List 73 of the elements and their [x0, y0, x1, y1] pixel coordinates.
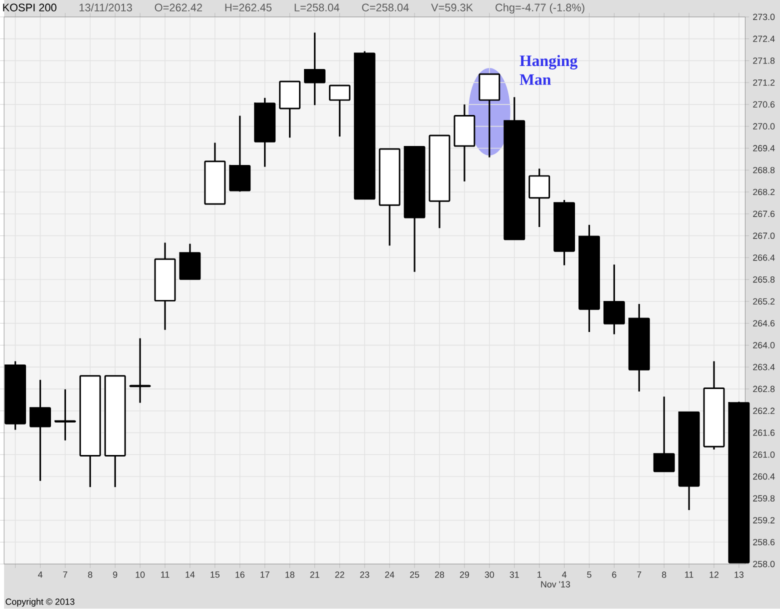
x-tick-label: 1 [538, 572, 542, 578]
y-tick-label: 271.8 [753, 58, 775, 64]
x-tick-label: 23 [360, 572, 370, 578]
y-tick-label: 262.2 [753, 408, 775, 414]
x-tick-label: 17 [260, 572, 270, 578]
y-tick-label: 271.2 [753, 80, 775, 86]
candlestick [328, 84, 350, 138]
y-tick-label: 266.4 [753, 254, 775, 261]
y-tick-label: 267.0 [753, 232, 775, 240]
y-tick-label: 267.6 [753, 210, 775, 218]
text: H=262.45 [225, 4, 272, 12]
x-tick-label: 8 [662, 572, 666, 578]
candlestick [129, 338, 151, 404]
x-tick-label: 11 [161, 572, 170, 578]
y-tick-label: 270.6 [753, 101, 775, 108]
x-tick-label: 5 [587, 572, 592, 578]
y-tick-label: 272.4 [753, 36, 775, 42]
y-tick-label: 263.4 [753, 364, 775, 370]
x-tick-label: 30 [484, 572, 494, 578]
y-tick-label: 265.2 [753, 298, 775, 305]
x-tick-label: 6 [612, 572, 616, 578]
x-tick-label: 7 [637, 572, 642, 578]
x-tick-label: 18 [286, 572, 294, 578]
text: Copyright © 2013 [6, 598, 74, 607]
y-tick-label: 265.8 [753, 276, 775, 283]
x-tick-label: 13 [734, 572, 744, 578]
x-tick-label: 31 [510, 572, 519, 578]
y-tick-label: 264.6 [753, 320, 775, 327]
text: C=258.04 [362, 4, 409, 12]
chart-subtitle: 13/11/2013 [80, 3, 132, 12]
candlestick [528, 168, 550, 228]
x-tick-label: 29 [460, 572, 470, 578]
candlestick [304, 32, 326, 106]
x-tick-label: 16 [236, 572, 244, 578]
x-tick-label: 14 [186, 572, 195, 578]
y-tick-label: 259.8 [753, 495, 775, 502]
candlestick [603, 264, 625, 336]
x-tick-label: 21 [310, 572, 320, 578]
y-tick-label: 259.2 [753, 517, 775, 524]
y-tick-label: 270.0 [753, 123, 775, 130]
y-tick-label: 264.0 [753, 342, 775, 348]
x-tick-label: 4 [562, 572, 566, 578]
x-tick-label: 28 [435, 572, 444, 578]
y-tick-label: 258.6 [753, 539, 775, 546]
x-tick-label: 24 [385, 572, 394, 578]
x-tick-label: 9 [113, 572, 118, 578]
chart-title: KOSPI 200 [3, 4, 56, 12]
x-tick-label: 15 [210, 572, 220, 578]
x-tick-label: 22 [335, 572, 344, 578]
annotation: Hanging Man [520, 55, 578, 86]
y-tick-label: 273.0 [753, 14, 775, 20]
text: Nov '13 [541, 581, 570, 588]
y-tick-label: 258.0 [753, 560, 775, 568]
text: Chg=-4.77 (-1.8%) [496, 3, 584, 14]
candlestick [30, 379, 51, 482]
x-tick-label: 4 [38, 572, 42, 578]
y-tick-label: 260.4 [753, 473, 775, 480]
x-tick-label: 12 [710, 572, 719, 578]
text: V=59.3K [431, 4, 474, 12]
x-tick-label: 10 [136, 572, 145, 578]
text: O=262.42 [154, 4, 202, 12]
y-tick-label: 268.2 [753, 188, 775, 196]
y-tick-label: 261.0 [753, 452, 775, 458]
x-tick-label: 11 [685, 572, 694, 578]
y-tick-label: 269.4 [753, 145, 775, 152]
y-tick-label: 262.8 [753, 386, 775, 392]
x-tick-label: 8 [88, 572, 92, 578]
x-tick-label: 25 [410, 572, 420, 578]
y-tick-label: 261.6 [753, 430, 775, 436]
x-tick-label: 7 [63, 572, 68, 578]
y-tick-label: 268.8 [753, 167, 775, 174]
candlestick [653, 396, 675, 472]
text: L=258.04 [294, 4, 340, 12]
